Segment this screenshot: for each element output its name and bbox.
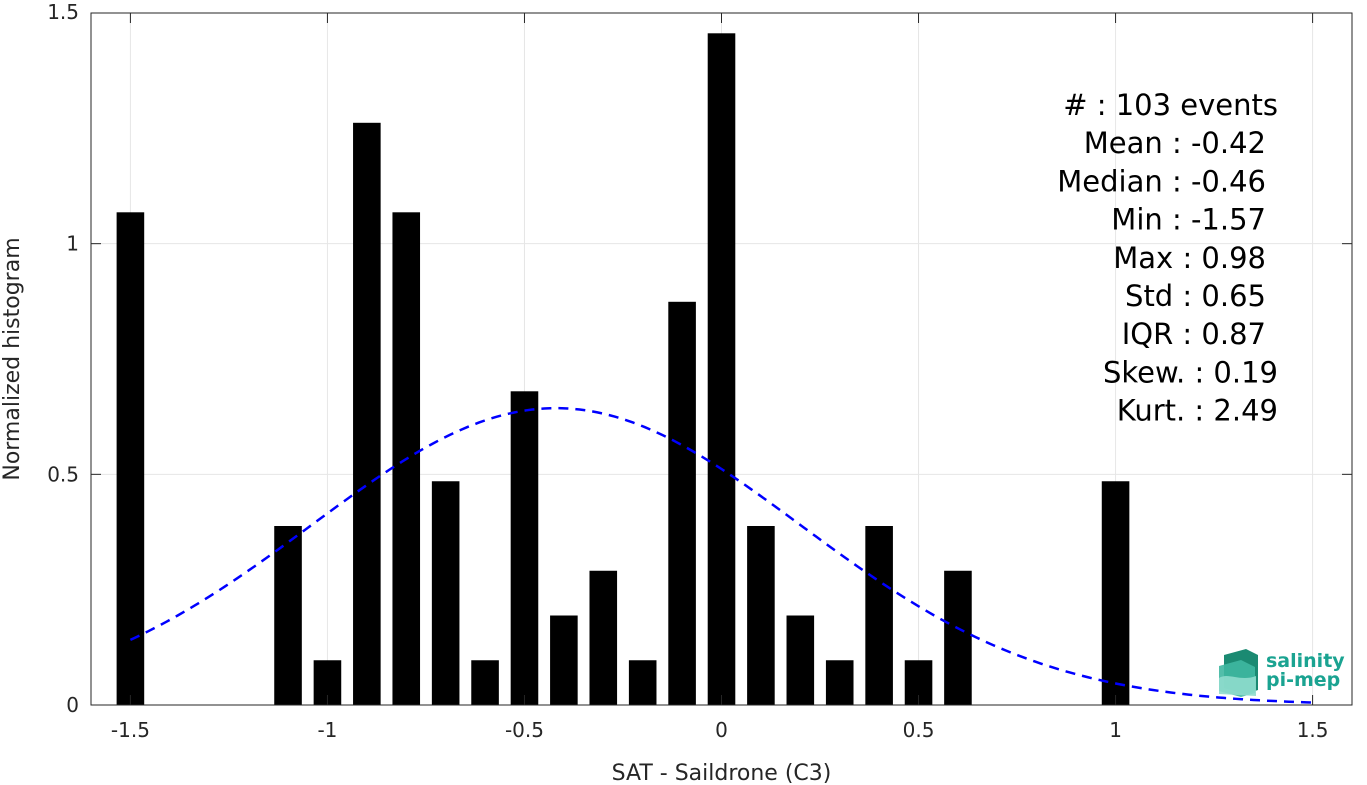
bar-6 xyxy=(471,660,499,705)
stat-line-5: Std : 0.65 xyxy=(1125,279,1266,313)
bar-19 xyxy=(1101,481,1130,705)
bar-13 xyxy=(747,526,775,705)
stat-line-7: Skew. : 0.19 xyxy=(1103,355,1278,389)
stat-line-0: # : 103 events xyxy=(1063,88,1278,122)
x-tick-label-6: 1.5 xyxy=(1297,718,1329,742)
x-tick-label-3: 0 xyxy=(715,718,728,742)
salinity-pimep-logo: salinity pi-mep xyxy=(1219,649,1345,697)
bar-18 xyxy=(944,570,972,705)
histogram-bars xyxy=(116,33,1130,706)
stat-line-3: Min : -1.57 xyxy=(1111,203,1266,237)
y-tick-label-3: 1.5 xyxy=(47,0,79,24)
stat-line-4: Max : 0.98 xyxy=(1113,241,1266,275)
x-tick-label-0: -1.5 xyxy=(111,718,150,742)
bar-7 xyxy=(510,391,539,705)
x-axis-label: SAT - Saildrone (C3) xyxy=(612,761,832,785)
y-tick-label-0: 0 xyxy=(66,693,79,717)
bar-8 xyxy=(550,615,578,705)
bar-14 xyxy=(786,615,815,705)
bar-3 xyxy=(353,122,381,705)
stat-line-2: Median : -0.46 xyxy=(1057,164,1266,198)
x-tick-label-5: 1 xyxy=(1109,718,1122,742)
bar-10 xyxy=(628,660,657,705)
bar-0 xyxy=(116,212,145,705)
bar-1 xyxy=(274,526,302,705)
stat-line-6: IQR : 0.87 xyxy=(1122,317,1266,351)
x-tick-label-2: -0.5 xyxy=(505,718,544,742)
bar-16 xyxy=(865,526,893,705)
bar-5 xyxy=(431,481,460,705)
normal-fit-curve xyxy=(129,406,1313,704)
logo-line1: salinity xyxy=(1266,650,1345,672)
x-tick-label-1: -1 xyxy=(317,718,337,742)
stat-line-8: Kurt. : 2.49 xyxy=(1117,394,1278,428)
stat-line-1: Mean : -0.42 xyxy=(1084,126,1266,160)
y-tick-label-1: 0.5 xyxy=(47,462,79,486)
logo-emblem-icon xyxy=(1219,649,1258,697)
x-tick-label-4: 0.5 xyxy=(903,718,935,742)
bar-12 xyxy=(707,33,736,706)
logo-line2: pi-mep xyxy=(1266,669,1340,691)
y-tick-label-2: 1 xyxy=(66,232,79,256)
bar-15 xyxy=(825,660,854,705)
stats-block: # : 103 events Mean : -0.42 Median : -0.46… xyxy=(1057,88,1278,428)
y-axis-label: Normalized histogram xyxy=(0,237,25,480)
bar-11 xyxy=(668,301,696,705)
bar-9 xyxy=(589,570,618,705)
axis-ticks: -1.5 -1 -0.5 0 0.5 1 1.5 0 0.5 1 1.5 xyxy=(47,0,1352,742)
